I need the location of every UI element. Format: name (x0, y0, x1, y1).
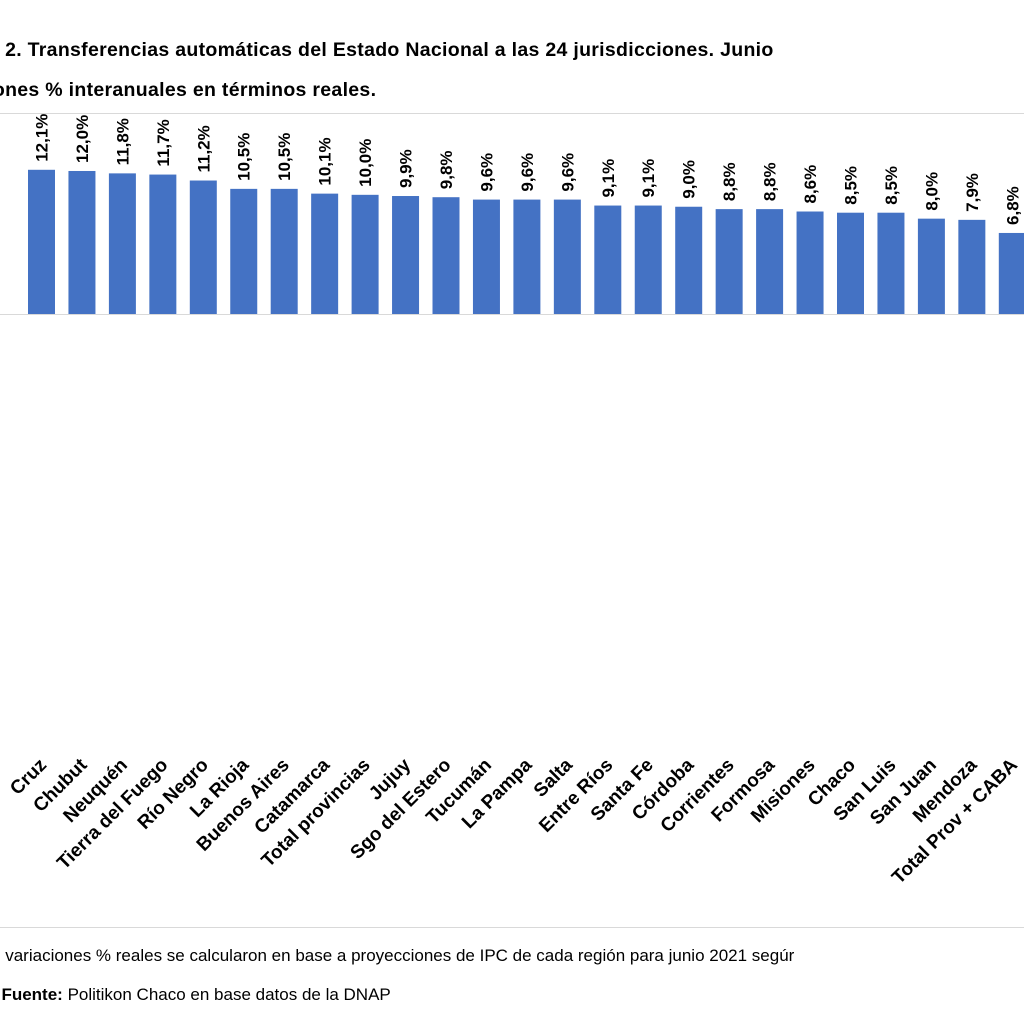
footnote-note: s variaciones % reales se calcularon en … (0, 946, 795, 965)
data-label-4: 11,2% (194, 125, 213, 172)
bar-22 (917, 218, 945, 314)
data-label-6: 10,5% (275, 133, 294, 181)
data-label-14: 9,1% (599, 159, 618, 198)
bar-6 (270, 188, 298, 314)
bar-14 (594, 205, 622, 314)
bar-0 (28, 169, 55, 314)
bottom-separator (0, 927, 1024, 928)
data-label-12: 9,6% (518, 153, 537, 192)
data-label-5: 10,5% (235, 133, 254, 181)
data-label-16: 9,0% (680, 160, 699, 199)
data-label-0: 12,1% (33, 114, 52, 162)
data-label-13: 9,6% (558, 153, 577, 192)
bar-9 (392, 196, 420, 314)
data-label-23: 7,9% (963, 173, 982, 212)
bar-3 (149, 174, 177, 314)
bar-8 (351, 194, 379, 314)
data-label-18: 8,8% (761, 162, 780, 201)
source-label: Fuente: (1, 985, 63, 1004)
bar-15 (634, 205, 662, 314)
bar-20 (837, 212, 864, 314)
bar-chart: 12,1%Cruz12,0%Chubut11,8%Neuquén11,7%Tie… (0, 114, 1024, 888)
data-label-9: 9,9% (397, 149, 416, 188)
data-label-3: 11,7% (154, 119, 173, 166)
source-text: Politikon Chaco en base datos de la DNAP (62, 985, 391, 1004)
data-label-22: 8,0% (922, 172, 941, 211)
bar-2 (108, 173, 136, 314)
data-label-7: 10,1% (316, 137, 335, 185)
bar-10 (432, 197, 460, 314)
data-label-21: 8,5% (882, 166, 901, 205)
bar-21 (877, 212, 905, 314)
bar-11 (472, 199, 500, 314)
bar-1 (68, 170, 96, 314)
footnote-source: . Fuente: Politikon Chaco en base datos … (0, 985, 391, 1005)
data-label-20: 8,5% (842, 166, 861, 205)
bar-4 (189, 180, 217, 314)
chart-title: co 2. Transferencias automáticas del Est… (0, 30, 1024, 110)
bar-19 (796, 211, 824, 314)
chart-title-line-1: co 2. Transferencias automáticas del Est… (0, 39, 774, 61)
chart-title-line-2: ciones % interanuales en términos reales… (0, 79, 377, 101)
data-label-19: 8,6% (801, 165, 820, 204)
data-label-24: 6,8% (1003, 186, 1022, 225)
bar-7 (311, 193, 339, 314)
bar-24 (998, 232, 1024, 314)
bar-12 (513, 199, 541, 314)
data-label-1: 12,0% (73, 115, 92, 163)
data-label-15: 9,1% (639, 159, 658, 198)
data-label-8: 10,0% (356, 139, 375, 187)
data-label-2: 11,8% (113, 118, 132, 165)
data-label-11: 9,6% (477, 153, 496, 192)
data-label-10: 9,8% (437, 150, 456, 189)
data-label-17: 8,8% (720, 162, 739, 201)
bar-5 (230, 188, 258, 314)
bar-13 (553, 199, 581, 314)
bar-23 (958, 219, 986, 314)
top-separator (0, 113, 1024, 114)
bar-16 (675, 206, 703, 314)
bar-17 (715, 209, 743, 314)
bar-18 (756, 209, 784, 314)
